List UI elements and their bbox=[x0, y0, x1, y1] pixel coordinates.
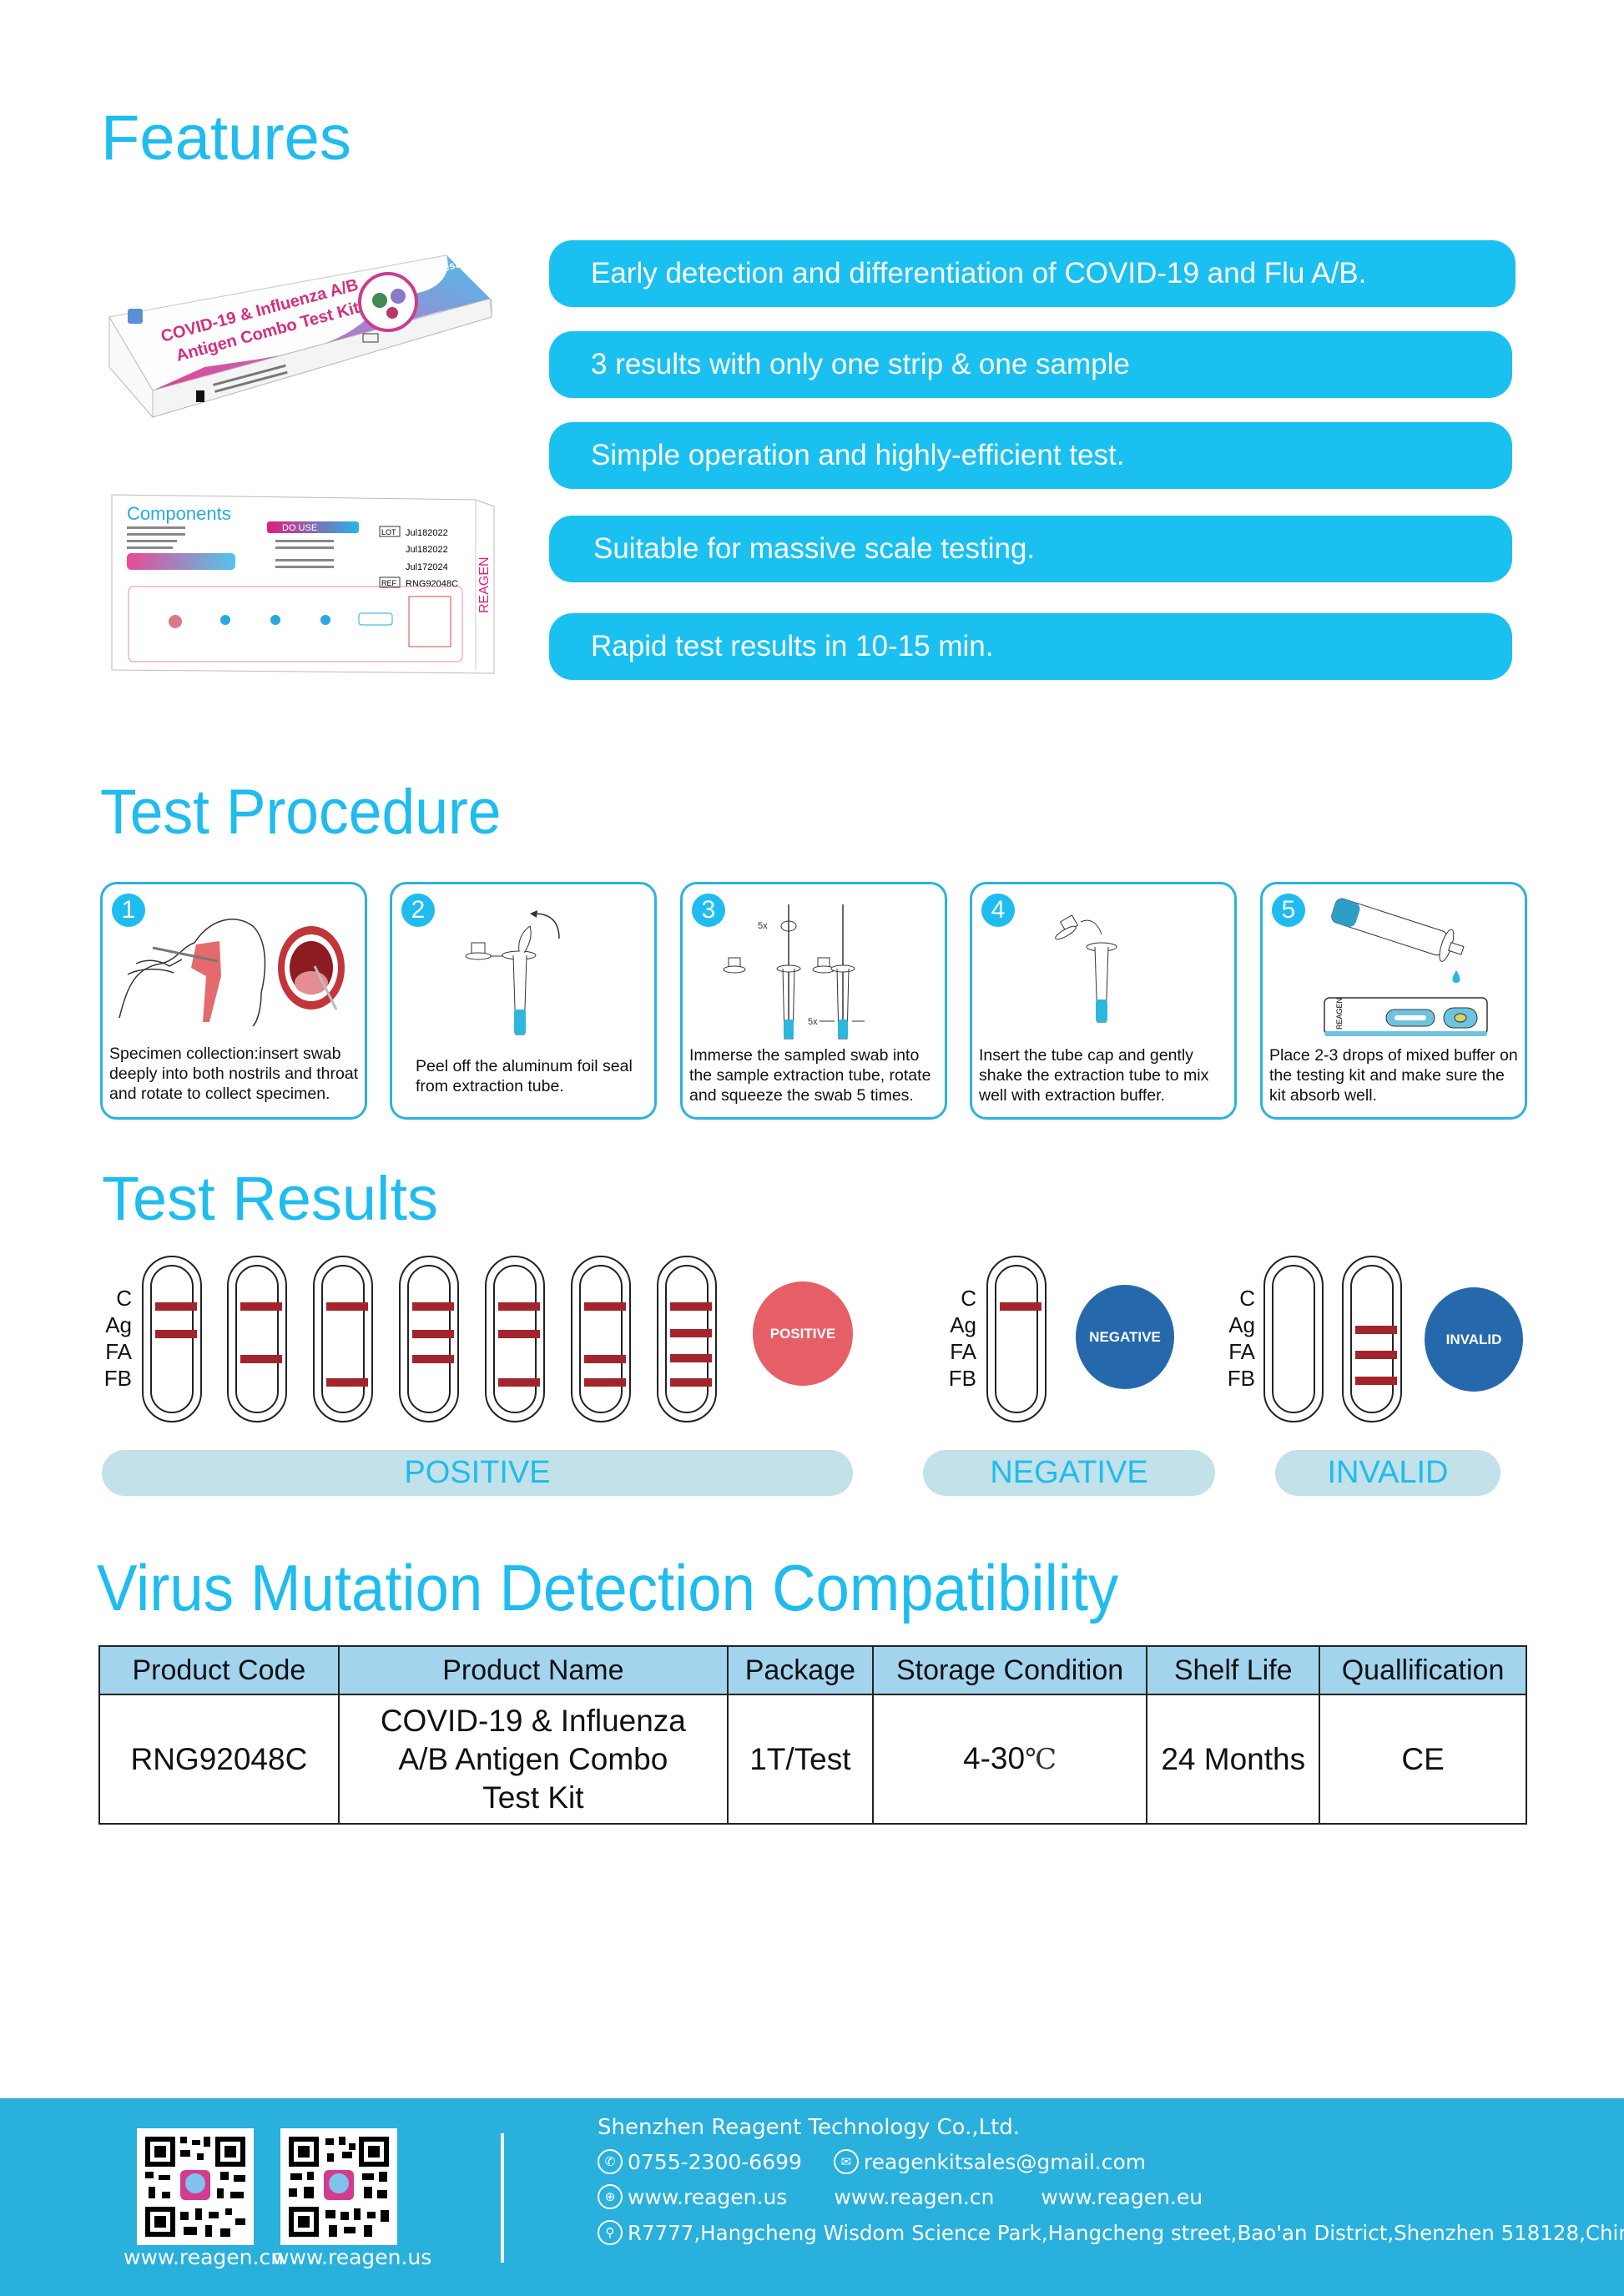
invalid-badge: INVALID bbox=[1425, 1287, 1523, 1392]
cell-package: 1T/Test bbox=[726, 1694, 874, 1825]
qr-code-icon bbox=[145, 2137, 245, 2237]
peel-foil-tube-illustration bbox=[465, 910, 560, 1035]
feature-item: Suitable for massive scale testing. bbox=[549, 516, 1512, 582]
negative-strip-c bbox=[986, 1256, 1047, 1422]
address-text: R7777,Hangcheng Wisdom Science Park,Hang… bbox=[628, 2220, 1624, 2245]
drop-buffer-test-card-illustration: REAGEN bbox=[1324, 898, 1488, 1036]
globe-icon: ⊕ bbox=[598, 2184, 623, 2209]
email-icon: ✉ bbox=[833, 2149, 859, 2174]
positive-strip-c-ag-fa-fb bbox=[657, 1256, 717, 1422]
svg-text:5x: 5x bbox=[808, 1017, 818, 1027]
footer-divider bbox=[501, 2133, 504, 2263]
product-box-front-image: COVID-19 & Influenza A/B Antigen Combo T… bbox=[104, 250, 497, 451]
table-row: RNG92048C COVID-19 & Influenza A/B Antig… bbox=[98, 1694, 1527, 1825]
svg-text:Components: Components bbox=[127, 503, 231, 524]
negative-result-bar: NEGATIVE bbox=[923, 1450, 1215, 1496]
step-description: Immerse the sampled swab into the sample… bbox=[689, 1046, 931, 1105]
svg-text:REF: REF bbox=[381, 579, 397, 587]
website-link-us[interactable]: www.reagen.us bbox=[628, 2184, 788, 2209]
procedure-step-3: 3 5x 5x Immerse the sampled swab into th… bbox=[680, 882, 947, 1120]
email-link[interactable]: reagenkitsales@gmail.com bbox=[863, 2149, 1147, 2174]
invalid-strip-no-control bbox=[1342, 1256, 1402, 1422]
svg-text:RNG92048C: RNG92048C bbox=[406, 579, 458, 589]
qr-code-us[interactable] bbox=[280, 2128, 397, 2245]
table-header-row: Product Code Product Name Package Storag… bbox=[98, 1645, 1527, 1695]
step-number-badge: 2 bbox=[401, 894, 435, 927]
invalid-result-bar: INVALID bbox=[1275, 1450, 1500, 1496]
cell-product-code: RNG92048C bbox=[98, 1694, 340, 1825]
cap-shake-tube-illustration bbox=[1055, 914, 1117, 1023]
feature-item: 3 results with only one strip & one samp… bbox=[549, 331, 1512, 398]
qr-url-cn[interactable]: www.reagen.cn bbox=[124, 2245, 285, 2269]
positive-strip-c-ag bbox=[142, 1256, 202, 1422]
company-name: Shenzhen Reagent Technology Co.,Ltd. bbox=[598, 2115, 1021, 2140]
negative-badge: NEGATIVE bbox=[1076, 1285, 1174, 1389]
procedure-step-5: 5 REAGEN Place 2-3 drops of mixed buffer… bbox=[1260, 882, 1527, 1120]
positive-strip-c-fa-fb bbox=[571, 1256, 631, 1422]
svg-text:Jul182022: Jul182022 bbox=[406, 528, 448, 538]
strip-line-labels: C Ag FA FB bbox=[948, 1286, 976, 1391]
cell-qualification: CE bbox=[1319, 1694, 1527, 1825]
footer: www.reagen.cn www.reagen.us Shenzhen Rea… bbox=[0, 2098, 1624, 2296]
step-number-badge: 3 bbox=[692, 894, 725, 927]
feature-item: Simple operation and highly-efficient te… bbox=[549, 422, 1512, 489]
cell-product-name: COVID-19 & Influenza A/B Antigen Combo T… bbox=[337, 1694, 729, 1825]
procedure-step-4: 4 Insert the tube cap and gently shake t… bbox=[970, 882, 1237, 1120]
header-product-name: Product Name bbox=[337, 1645, 729, 1695]
procedure-step-1: 1 Specimen collection:insert swab deeply… bbox=[100, 882, 367, 1120]
positive-strip-c-ag-fb bbox=[485, 1256, 545, 1422]
rotate-squeeze-swab-illustration: 5x 5x bbox=[723, 904, 865, 1040]
phone-icon: ✆ bbox=[598, 2149, 623, 2174]
positive-strip-c-fb bbox=[313, 1256, 373, 1422]
product-box-back-image: Components DO USE LOT Jul182022 Jul18202… bbox=[108, 488, 501, 676]
step-description: Insert the tube cap and gently shake the… bbox=[979, 1046, 1209, 1105]
procedure-step-2: 2 Peel off the aluminum foil seal from e… bbox=[390, 882, 657, 1120]
strip-line-labels: C Ag FA FB bbox=[1227, 1286, 1255, 1391]
cell-storage-condition: 4-30℃ bbox=[871, 1694, 1148, 1825]
svg-text:Jul172024: Jul172024 bbox=[406, 562, 448, 572]
phone-number[interactable]: 0755-2300-6699 bbox=[628, 2149, 802, 2174]
test-procedure-heading: Test Procedure bbox=[100, 777, 502, 848]
step-number-badge: 5 bbox=[1272, 894, 1305, 927]
svg-text:LOT: LOT bbox=[381, 528, 396, 536]
contact-line: ✆ 0755-2300-6699 ✉ reagenkitsales@gmail.… bbox=[598, 2149, 1146, 2174]
positive-result-bar: POSITIVE bbox=[102, 1450, 853, 1496]
qr-url-us[interactable]: www.reagen.us bbox=[272, 2245, 432, 2269]
positive-strip-c-fa bbox=[227, 1256, 287, 1422]
websites-line: ⊕ www.reagen.us www.reagen.cn www.reagen… bbox=[598, 2184, 1203, 2209]
svg-text:REAGEN: REAGEN bbox=[1335, 998, 1344, 1030]
website-link-eu[interactable]: www.reagen.eu bbox=[1041, 2184, 1203, 2209]
feature-item: Rapid test results in 10-15 min. bbox=[549, 613, 1512, 680]
svg-text:REAGEN: REAGEN bbox=[477, 556, 492, 613]
positive-badge: POSITIVE bbox=[753, 1281, 853, 1386]
location-pin-icon: ⚲ bbox=[598, 2220, 623, 2245]
svg-text:Jul182022: Jul182022 bbox=[406, 545, 448, 555]
positive-strip-c-ag-fa bbox=[399, 1256, 459, 1422]
step-number-badge: 1 bbox=[112, 894, 145, 927]
feature-item: Early detection and differentiation of C… bbox=[549, 240, 1516, 307]
compatibility-heading: Virus Mutation Detection Compatibility bbox=[97, 1551, 1119, 1624]
header-qualification: Quallification bbox=[1319, 1645, 1527, 1695]
svg-text:DO USE: DO USE bbox=[282, 523, 317, 533]
invalid-strip-none bbox=[1263, 1256, 1324, 1422]
qr-code-cn[interactable] bbox=[137, 2128, 254, 2245]
svg-text:5x: 5x bbox=[758, 921, 768, 931]
step-number-badge: 4 bbox=[981, 894, 1015, 927]
address-line: ⚲ R7777,Hangcheng Wisdom Science Park,Ha… bbox=[598, 2220, 1624, 2245]
step-description: Place 2-3 drops of mixed buffer on the t… bbox=[1269, 1046, 1518, 1105]
strip-line-labels: C Ag FA FB bbox=[103, 1286, 132, 1391]
test-results-heading: Test Results bbox=[102, 1164, 439, 1233]
features-heading: Features bbox=[101, 103, 351, 174]
cell-shelf-life: 24 Months bbox=[1146, 1694, 1321, 1825]
website-link-cn[interactable]: www.reagen.cn bbox=[834, 2184, 995, 2209]
qr-code-icon bbox=[289, 2137, 389, 2237]
header-storage-condition: Storage Condition bbox=[871, 1645, 1148, 1695]
header-package: Package bbox=[726, 1645, 874, 1695]
compatibility-table: Product Code Product Name Package Storag… bbox=[98, 1645, 1527, 1825]
header-product-code: Product Code bbox=[98, 1645, 340, 1695]
header-shelf-life: Shelf Life bbox=[1146, 1645, 1321, 1695]
step-description: Peel off the aluminum foil seal from ext… bbox=[416, 1057, 633, 1095]
step-description: Specimen collection:insert swab deeply i… bbox=[109, 1045, 359, 1103]
nasal-throat-swab-illustration bbox=[119, 919, 345, 1027]
